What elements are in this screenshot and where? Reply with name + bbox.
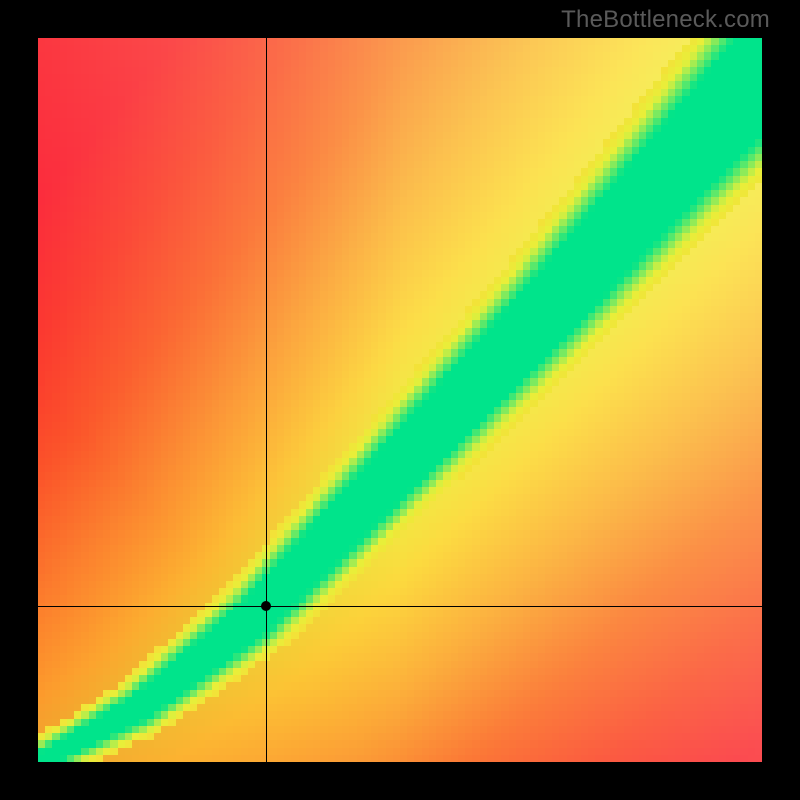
crosshair-horizontal — [38, 606, 762, 607]
marker-dot — [261, 601, 271, 611]
chart-container: TheBottleneck.com — [0, 0, 800, 800]
plot-area — [38, 38, 762, 762]
watermark-text: TheBottleneck.com — [561, 6, 770, 34]
heatmap-canvas — [38, 38, 762, 762]
crosshair-vertical — [266, 38, 267, 762]
